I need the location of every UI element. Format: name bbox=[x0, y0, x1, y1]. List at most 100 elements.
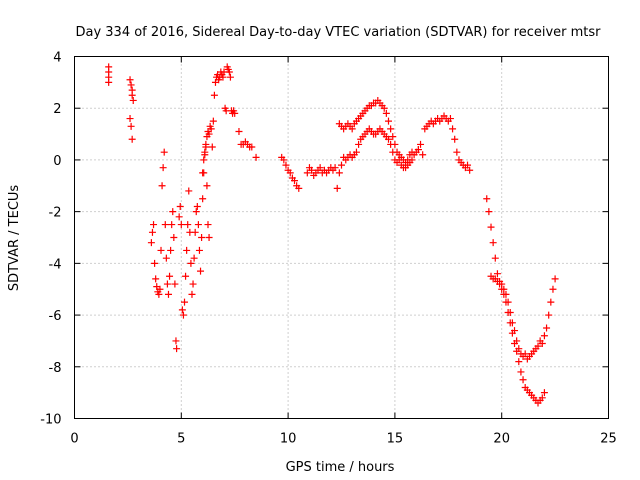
data-point bbox=[295, 184, 303, 192]
data-point bbox=[231, 109, 239, 117]
y-tick-label: -4 bbox=[49, 257, 62, 272]
data-point bbox=[203, 182, 211, 190]
x-tick-label: 0 bbox=[70, 432, 78, 447]
data-point bbox=[538, 340, 546, 348]
data-point bbox=[235, 127, 243, 135]
data-point bbox=[162, 254, 170, 262]
data-point bbox=[352, 148, 360, 156]
data-point bbox=[195, 246, 203, 254]
y-tick-label: 0 bbox=[53, 154, 61, 169]
data-point bbox=[158, 182, 166, 190]
data-point bbox=[451, 135, 459, 143]
data-point bbox=[198, 234, 206, 241]
data-point bbox=[200, 156, 208, 164]
data-point bbox=[384, 117, 392, 125]
data-point bbox=[333, 184, 341, 192]
data-point bbox=[348, 125, 356, 133]
data-point bbox=[248, 143, 256, 151]
data-point bbox=[177, 221, 185, 229]
data-point bbox=[159, 164, 167, 172]
x-tick-label: 5 bbox=[177, 432, 185, 447]
data-point bbox=[493, 270, 501, 278]
data-point bbox=[387, 125, 395, 133]
data-point bbox=[404, 156, 412, 164]
data-point bbox=[205, 234, 213, 241]
x-tick-label: 15 bbox=[387, 432, 404, 447]
data-point bbox=[446, 115, 454, 123]
data-point bbox=[219, 73, 227, 81]
data-point bbox=[338, 161, 345, 169]
x-tick-label: 20 bbox=[493, 432, 510, 447]
data-point bbox=[160, 148, 168, 156]
data-point bbox=[175, 213, 183, 221]
data-point bbox=[391, 140, 399, 148]
data-point bbox=[335, 169, 343, 177]
y-tick-label: -10 bbox=[40, 413, 61, 428]
x-tick-label: 25 bbox=[600, 432, 617, 447]
data-point bbox=[194, 221, 202, 229]
data-point bbox=[190, 254, 198, 262]
data-point bbox=[208, 143, 216, 151]
data-point bbox=[188, 290, 196, 298]
data-point bbox=[549, 285, 557, 293]
data-point bbox=[151, 259, 159, 267]
data-point bbox=[172, 337, 180, 345]
data-point bbox=[466, 166, 474, 174]
data-point bbox=[128, 135, 136, 143]
data-point bbox=[183, 246, 191, 254]
data-point bbox=[199, 169, 207, 177]
data-point bbox=[519, 376, 527, 384]
y-tick-label: 4 bbox=[53, 51, 61, 66]
data-point bbox=[291, 177, 299, 185]
data-point bbox=[464, 161, 472, 169]
data-point bbox=[168, 221, 176, 229]
data-point bbox=[308, 166, 316, 174]
data-point bbox=[417, 140, 425, 148]
data-point bbox=[128, 91, 136, 99]
data-point bbox=[414, 146, 422, 154]
data-point bbox=[189, 280, 197, 288]
data-point bbox=[491, 254, 499, 262]
data-point bbox=[209, 117, 217, 125]
data-point bbox=[105, 78, 113, 86]
data-point bbox=[126, 115, 134, 123]
data-point bbox=[187, 259, 195, 267]
data-point bbox=[547, 298, 555, 306]
data-point bbox=[161, 221, 169, 229]
data-point bbox=[543, 324, 551, 332]
data-point bbox=[176, 202, 184, 210]
data-point bbox=[193, 202, 201, 210]
data-point bbox=[380, 104, 388, 112]
data-point bbox=[521, 350, 529, 358]
data-point bbox=[286, 169, 294, 177]
data-point bbox=[163, 280, 171, 288]
y-tick-label: -2 bbox=[49, 206, 62, 221]
data-point bbox=[382, 109, 390, 117]
data-point bbox=[152, 275, 160, 283]
data-point bbox=[210, 91, 218, 99]
data-point bbox=[252, 153, 260, 161]
data-point bbox=[517, 368, 525, 376]
data-point bbox=[201, 148, 209, 156]
plot-frame bbox=[74, 56, 609, 419]
data-point bbox=[185, 187, 193, 195]
axis-ticks: 0 5 10 15 20 25 -10 -8 -6 -4 -2 0 2 4 bbox=[40, 51, 617, 447]
y-tick-label: -6 bbox=[49, 309, 62, 324]
data-point bbox=[179, 311, 187, 319]
y-tick-label: -8 bbox=[49, 361, 62, 376]
data-point bbox=[496, 280, 504, 288]
data-point bbox=[226, 73, 234, 81]
data-point bbox=[453, 148, 461, 156]
data-point bbox=[173, 345, 181, 353]
data-point bbox=[178, 306, 186, 314]
data-point bbox=[502, 298, 510, 306]
data-points bbox=[105, 63, 559, 407]
data-point bbox=[129, 96, 137, 104]
data-point bbox=[515, 358, 523, 366]
data-point bbox=[164, 290, 172, 298]
y-tick-label: 2 bbox=[53, 102, 61, 117]
data-point bbox=[485, 208, 493, 216]
data-point bbox=[355, 140, 363, 148]
data-point bbox=[545, 311, 553, 319]
data-point bbox=[148, 228, 156, 236]
